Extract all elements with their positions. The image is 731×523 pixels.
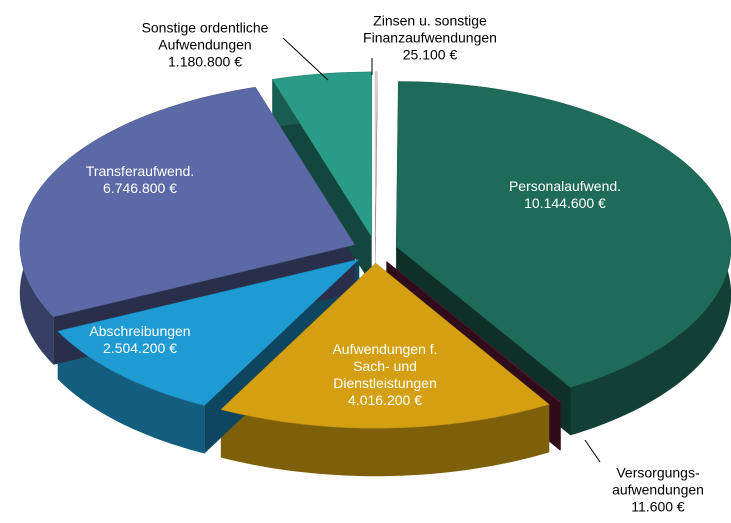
slice-side	[220, 404, 550, 477]
slice-value: 4.016.200 €	[348, 392, 422, 408]
slice-name: Transferaufwend.	[85, 163, 195, 179]
slice	[374, 71, 378, 237]
slice-value: 25.100 €	[402, 46, 458, 63]
leader-line	[282, 37, 329, 81]
slice	[19, 86, 356, 318]
slice-label: Aufwendungen f. Sach- und Dienstleistung…	[332, 341, 437, 409]
slice-label: Sonstige ordentliche Aufwendungen 1.180.8…	[142, 20, 269, 71]
slice-name: Sonstige ordentliche Aufwendungen	[141, 19, 269, 53]
slice-label: Personalaufwend. 10.144.600 €	[509, 178, 621, 212]
slice-value: 1.180.800 €	[168, 53, 242, 70]
slice-name: Personalaufwend.	[508, 178, 622, 194]
leader-line	[584, 439, 601, 463]
slice-side	[559, 402, 561, 451]
slice-value: 6.746.800 €	[103, 180, 177, 196]
slice-name: Aufwendungen f. Sach- und Dienstleistung…	[332, 341, 438, 391]
slice-name: Zinsen u. sonstige Finanzaufwendungen	[363, 12, 497, 46]
slice	[220, 262, 550, 429]
slice-value: 10.144.600 €	[524, 195, 606, 211]
slice	[386, 261, 562, 403]
slice-value: 11.600 €	[631, 498, 685, 515]
slice-name: Abschreibungen	[89, 323, 191, 339]
slice	[395, 81, 731, 388]
slice-label: Abschreibungen 2.504.200 €	[89, 323, 190, 357]
slice	[57, 258, 361, 406]
slice-value: 2.504.200 €	[103, 340, 177, 356]
slice-label: Transferaufwend. 6.746.800 €	[86, 163, 194, 197]
slice-side	[57, 331, 205, 454]
slice-name: Versorgungs- aufwendungen	[612, 464, 704, 498]
slice-label: Zinsen u. sonstige Finanzaufwendungen 25.…	[363, 13, 497, 64]
slice-label: Versorgungs- aufwendungen 11.600 €	[612, 465, 704, 516]
